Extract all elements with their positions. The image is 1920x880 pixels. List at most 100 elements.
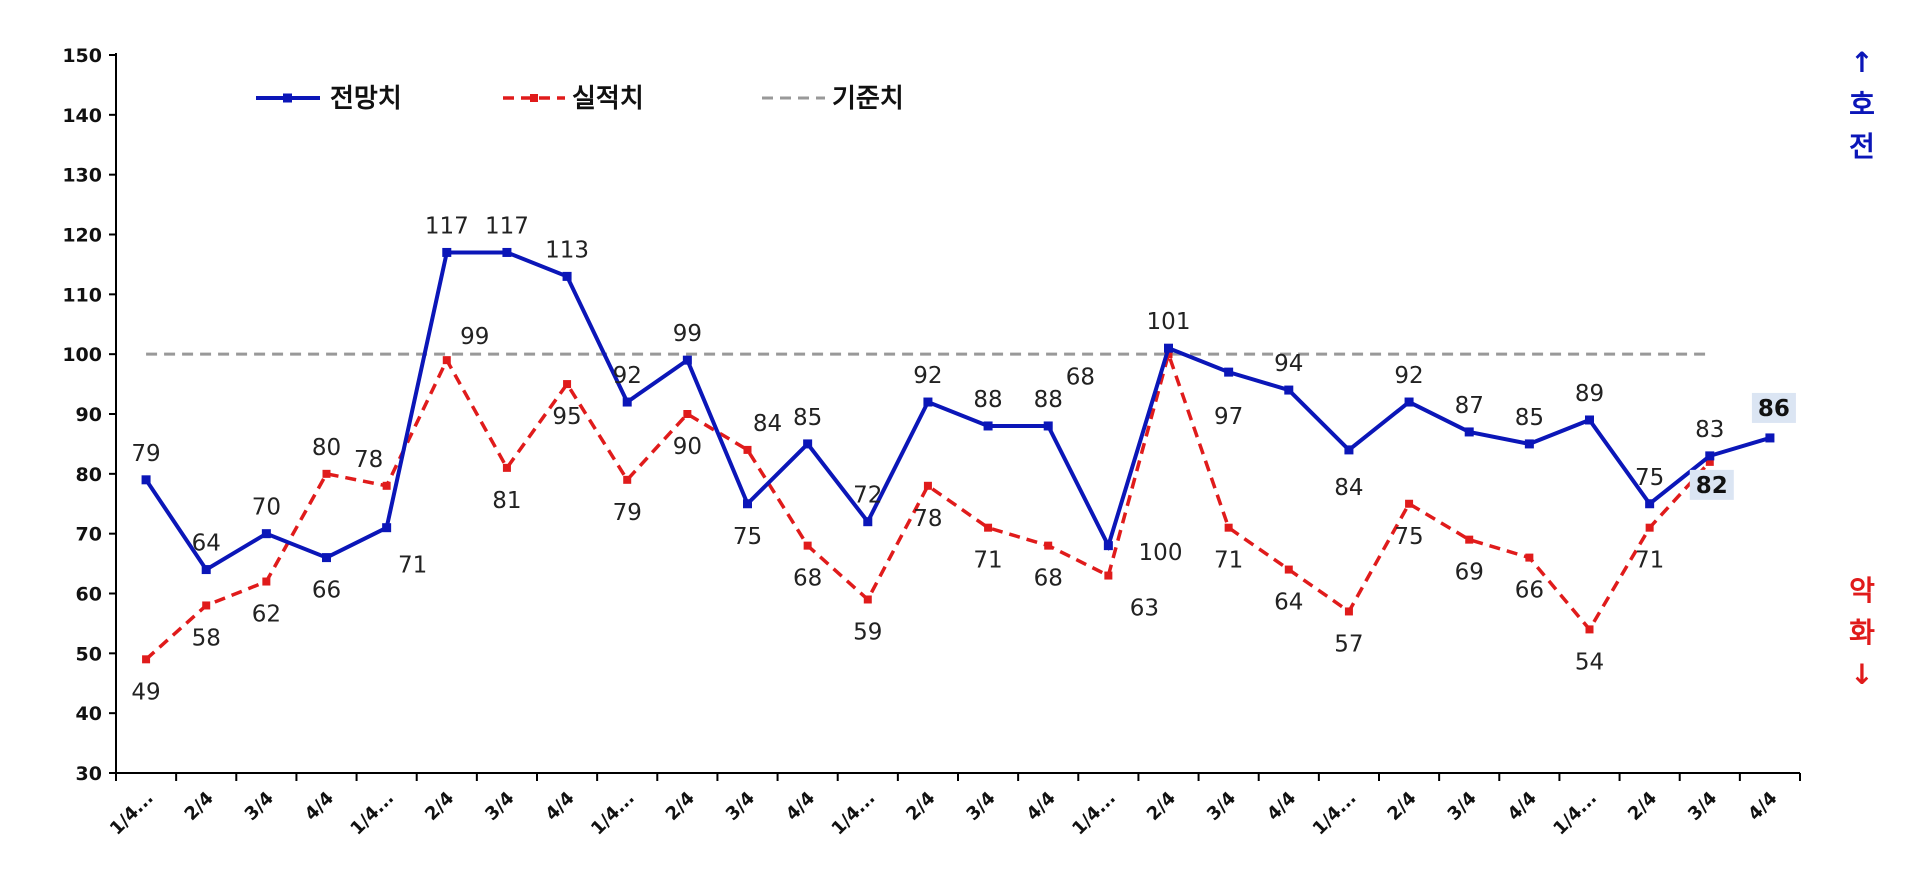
forecast-data-label: 70	[252, 495, 281, 521]
x-tick-label: 3/4	[962, 788, 999, 825]
actual-data-label: 71	[973, 548, 1002, 574]
forecast-point	[562, 271, 572, 281]
forecast-point	[322, 553, 331, 563]
x-tick-label: 3/4	[481, 788, 518, 825]
x-tick-label: 3/4	[1684, 788, 1721, 825]
x-tick-label: 4/4	[301, 788, 338, 825]
x-tick-label: 3/4	[241, 788, 278, 825]
y-tick-label: 50	[76, 643, 102, 665]
forecast-data-label: 92	[613, 363, 642, 389]
actual-data-label: 81	[492, 488, 521, 514]
y-tick-label: 60	[76, 584, 102, 606]
x-tick-label: 2/4	[1143, 788, 1180, 825]
forecast-point	[1464, 427, 1474, 437]
forecast-point	[1765, 433, 1775, 443]
forecast-point	[983, 421, 993, 431]
x-tick-label: 1/4...	[1068, 788, 1120, 840]
forecast-data-label: 117	[425, 213, 469, 239]
x-tick-label: 1/4...	[587, 788, 639, 840]
forecast-point	[1585, 415, 1594, 425]
actual-data-label: 62	[252, 602, 281, 628]
x-tick-label: 2/4	[181, 788, 218, 825]
forecast-point	[141, 475, 151, 485]
x-tick-label: 1/4...	[1309, 788, 1361, 840]
actual-point	[382, 481, 391, 490]
improvement-indicator: ↑ 호 전	[1842, 42, 1882, 168]
actual-point	[262, 577, 271, 586]
forecast-point	[863, 517, 873, 527]
forecast-point	[201, 565, 211, 575]
actual-data-label: 99	[460, 324, 489, 350]
x-tick-label: 1/4...	[828, 788, 880, 840]
x-tick-label: 3/4	[1444, 788, 1481, 825]
forecast-point	[502, 247, 512, 257]
forecast-data-label: 88	[973, 387, 1002, 413]
deterioration-char-2: 화	[1849, 616, 1875, 649]
x-tick-label: 4/4	[1263, 788, 1300, 825]
forecast-data-label: 89	[1575, 381, 1604, 407]
actual-point	[683, 410, 692, 418]
actual-point	[1405, 499, 1414, 508]
actual-point	[923, 481, 932, 490]
down-arrow-icon: ↓	[1850, 658, 1874, 691]
forecast-point	[1645, 499, 1655, 509]
forecast-data-label: 99	[673, 321, 702, 347]
forecast-point	[1344, 445, 1354, 455]
actual-point	[984, 523, 993, 532]
actual-data-label: 58	[192, 625, 221, 651]
forecast-data-label: 92	[913, 363, 942, 389]
y-tick-label: 100	[62, 344, 102, 366]
forecast-data-label: 85	[1515, 405, 1544, 431]
actual-point	[1585, 625, 1594, 634]
forecast-data-label: 87	[1455, 393, 1484, 419]
forecast-point	[261, 529, 271, 539]
actual-point	[202, 601, 211, 610]
x-tick-label: 4/4	[1744, 788, 1781, 825]
forecast-data-label: 75	[1635, 465, 1664, 491]
x-tick-label: 2/4	[1383, 788, 1420, 825]
actual-data-label: 57	[1334, 631, 1363, 657]
y-tick-label: 80	[76, 464, 102, 486]
actual-data-label: 63	[1130, 596, 1159, 622]
forecast-data-label: 117	[485, 213, 529, 239]
x-tick-label: 4/4	[1504, 788, 1541, 825]
actual-data-label: 49	[131, 679, 160, 705]
forecast-point	[1705, 451, 1715, 461]
actual-data-label: 71	[1214, 548, 1243, 574]
x-tick-label: 2/4	[421, 788, 458, 825]
actual-data-label: 68	[793, 566, 822, 592]
x-tick-label: 3/4	[1203, 788, 1240, 825]
actual-point	[863, 595, 872, 604]
forecast-point	[923, 397, 933, 407]
actual-point	[803, 541, 812, 550]
actual-point	[1645, 523, 1654, 532]
forecast-point	[803, 439, 813, 449]
x-tick-label: 1/4...	[106, 788, 158, 840]
forecast-data-label: 75	[733, 524, 762, 550]
forecast-data-label: 71	[398, 553, 427, 579]
forecast-point	[1103, 541, 1113, 551]
y-tick-label: 40	[76, 703, 102, 725]
forecast-data-label: 66	[312, 578, 341, 604]
forecast-point	[1164, 343, 1173, 353]
actual-series-line	[144, 348, 1712, 661]
forecast-data-label: 64	[192, 531, 221, 557]
forecast-data-label: 85	[793, 405, 822, 431]
y-tick-label: 150	[62, 45, 102, 67]
legend-forecast-marker	[283, 93, 292, 103]
improvement-char-1: 호	[1849, 88, 1875, 121]
actual-point	[1465, 535, 1474, 544]
actual-point	[1705, 457, 1714, 466]
x-tick-label: 2/4	[1624, 788, 1661, 825]
forecast-data-label: 86	[1758, 396, 1790, 422]
forecast-data-label: 97	[1214, 404, 1243, 430]
actual-data-label: 90	[673, 434, 702, 460]
actual-data-label: 80	[312, 435, 341, 461]
forecast-point	[682, 355, 692, 365]
forecast-data-label: 68	[1066, 365, 1095, 391]
legend-baseline-label: 기준치	[832, 84, 904, 114]
actual-data-label: 75	[1394, 524, 1423, 550]
y-tick-label: 110	[62, 284, 102, 306]
actual-data-label: 79	[613, 500, 642, 526]
forecast-point	[1284, 385, 1294, 395]
